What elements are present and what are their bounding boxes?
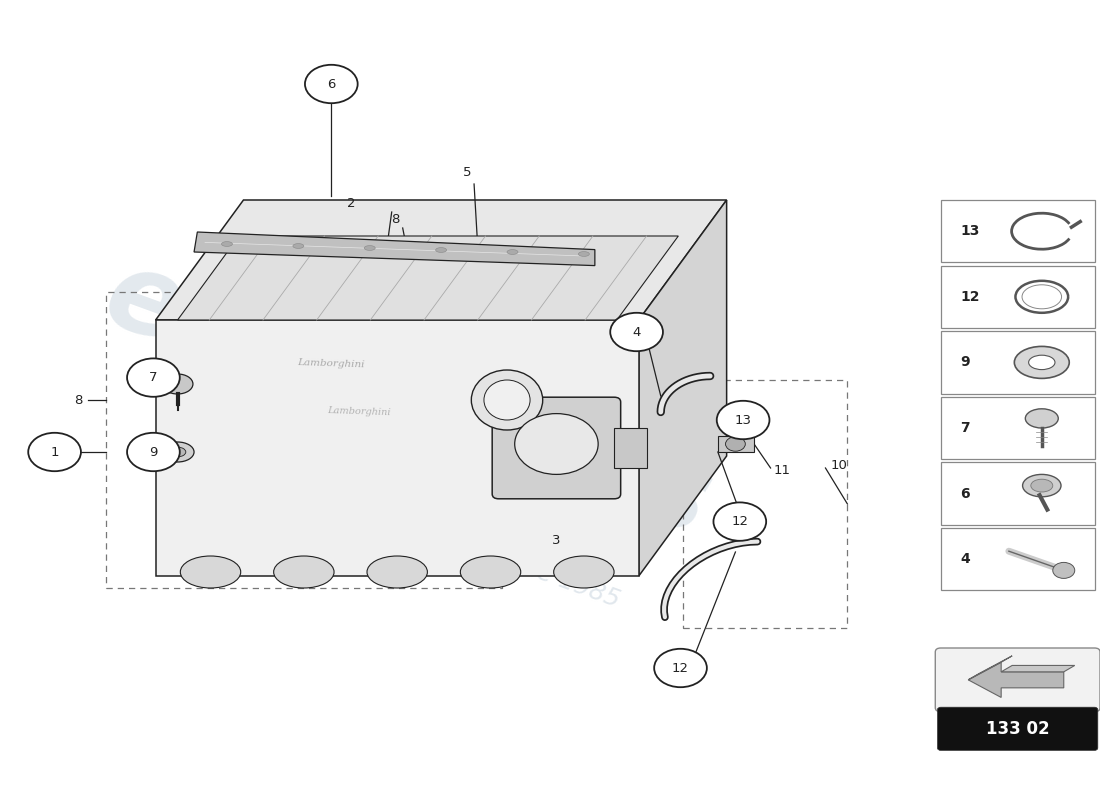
Polygon shape [639, 200, 727, 576]
Text: 8: 8 [74, 394, 82, 406]
Text: 133 02: 133 02 [986, 720, 1049, 738]
Text: 4: 4 [960, 552, 970, 566]
Text: Lamborghini: Lamborghini [327, 406, 390, 418]
Text: 5: 5 [463, 166, 472, 179]
Polygon shape [1001, 666, 1075, 672]
Text: 13: 13 [960, 224, 980, 238]
Ellipse shape [579, 251, 590, 256]
Text: 9: 9 [960, 355, 970, 370]
Ellipse shape [1028, 355, 1055, 370]
Text: 4: 4 [632, 326, 641, 338]
Circle shape [29, 433, 81, 471]
Ellipse shape [1023, 474, 1062, 497]
Ellipse shape [1025, 409, 1058, 428]
Text: a passion for parts since 1985: a passion for parts since 1985 [260, 460, 623, 612]
Circle shape [305, 65, 358, 103]
Circle shape [654, 649, 707, 687]
Text: 1: 1 [51, 446, 58, 458]
Polygon shape [718, 436, 755, 452]
Text: 12: 12 [672, 662, 689, 674]
Ellipse shape [162, 374, 192, 394]
Ellipse shape [364, 246, 375, 250]
Text: 2: 2 [346, 197, 355, 210]
Circle shape [717, 401, 770, 439]
Ellipse shape [180, 556, 241, 588]
Ellipse shape [1014, 346, 1069, 378]
Ellipse shape [553, 556, 614, 588]
Text: 9: 9 [150, 446, 157, 458]
Ellipse shape [293, 243, 304, 248]
Polygon shape [194, 232, 595, 266]
Circle shape [726, 437, 746, 451]
Circle shape [128, 358, 179, 397]
Text: 8: 8 [390, 213, 399, 226]
Ellipse shape [221, 242, 232, 246]
FancyBboxPatch shape [937, 707, 1098, 750]
FancyBboxPatch shape [935, 648, 1100, 712]
Ellipse shape [161, 442, 194, 462]
Text: 12: 12 [960, 290, 980, 304]
Text: Lamborghini: Lamborghini [297, 358, 365, 370]
Circle shape [610, 313, 663, 351]
Text: 10: 10 [830, 459, 848, 472]
Circle shape [128, 433, 179, 471]
Polygon shape [155, 200, 727, 320]
Text: 6: 6 [327, 78, 336, 90]
Ellipse shape [507, 250, 518, 254]
Polygon shape [968, 656, 1012, 680]
Ellipse shape [1031, 479, 1053, 492]
Text: 12: 12 [732, 515, 748, 528]
Polygon shape [177, 236, 679, 320]
Text: 3: 3 [552, 534, 561, 547]
Circle shape [714, 502, 767, 541]
Circle shape [1053, 562, 1075, 578]
FancyBboxPatch shape [492, 397, 620, 499]
Ellipse shape [169, 447, 186, 457]
Text: 13: 13 [735, 414, 751, 426]
Ellipse shape [274, 556, 334, 588]
Text: 7: 7 [150, 371, 157, 384]
Ellipse shape [484, 380, 530, 420]
Ellipse shape [460, 556, 520, 588]
Text: 7: 7 [960, 421, 970, 435]
Ellipse shape [471, 370, 542, 430]
Polygon shape [968, 662, 1064, 698]
Circle shape [515, 414, 598, 474]
Text: 11: 11 [774, 464, 791, 477]
Ellipse shape [436, 247, 447, 252]
Ellipse shape [367, 556, 428, 588]
Polygon shape [614, 428, 647, 468]
Text: 6: 6 [960, 486, 970, 501]
Polygon shape [155, 320, 639, 576]
Text: europares: europares [91, 241, 726, 559]
